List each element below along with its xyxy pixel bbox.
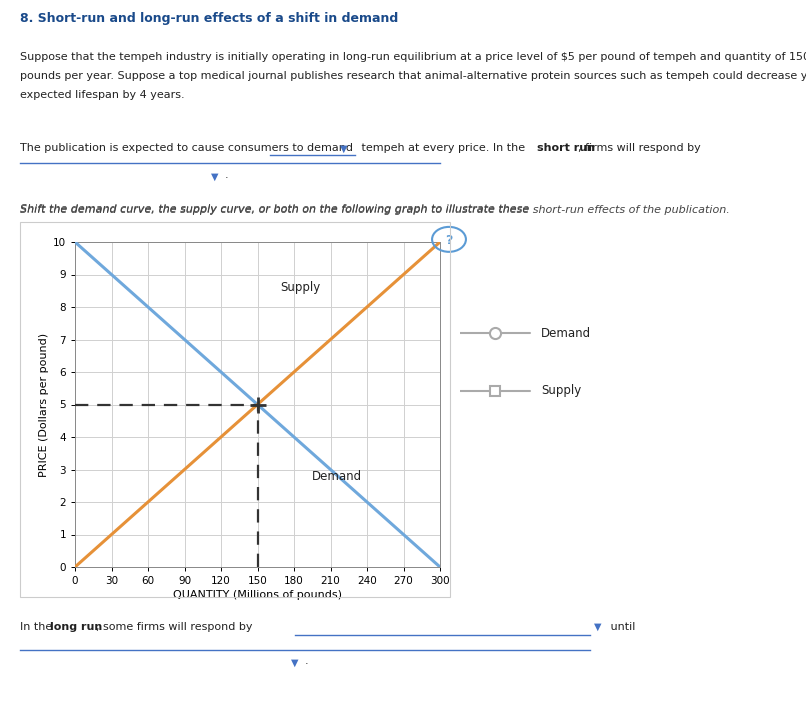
Text: In the: In the [20, 622, 56, 632]
Text: long run: long run [50, 622, 102, 632]
Text: Demand: Demand [312, 469, 362, 482]
Text: .: . [305, 656, 309, 666]
Text: until: until [607, 622, 635, 632]
Text: 8. Short-run and long-run effects of a shift in demand: 8. Short-run and long-run effects of a s… [20, 12, 398, 25]
Text: ▼: ▼ [340, 144, 347, 154]
Text: ▼: ▼ [291, 658, 299, 668]
Text: , firms will respond by: , firms will respond by [578, 143, 700, 153]
Text: Shift the demand curve, the supply curve, or both on the following graph to illu: Shift the demand curve, the supply curve… [20, 205, 730, 215]
Text: short run: short run [537, 143, 595, 153]
Text: ▼: ▼ [211, 172, 218, 182]
Text: The publication is expected to cause consumers to demand: The publication is expected to cause con… [20, 143, 356, 153]
Text: ?: ? [445, 234, 453, 247]
Text: , some firms will respond by: , some firms will respond by [96, 622, 256, 632]
Text: tempeh at every price. In the: tempeh at every price. In the [358, 143, 529, 153]
Text: ▼: ▼ [594, 622, 601, 632]
Text: expected lifespan by 4 years.: expected lifespan by 4 years. [20, 90, 185, 100]
Text: Suppose that the tempeh industry is initially operating in long-run equilibrium : Suppose that the tempeh industry is init… [20, 52, 806, 62]
Y-axis label: PRICE (Dollars per pound): PRICE (Dollars per pound) [39, 332, 48, 477]
Text: .: . [225, 170, 229, 180]
Text: Supply: Supply [541, 384, 581, 397]
Text: Supply: Supply [280, 281, 320, 294]
Text: Demand: Demand [541, 327, 592, 340]
X-axis label: QUANTITY (Millions of pounds): QUANTITY (Millions of pounds) [173, 590, 342, 600]
Text: Shift the demand curve, the supply curve, or both on the following graph to illu: Shift the demand curve, the supply curve… [20, 204, 533, 214]
Text: pounds per year. Suppose a top medical journal publishes research that animal-al: pounds per year. Suppose a top medical j… [20, 71, 806, 81]
